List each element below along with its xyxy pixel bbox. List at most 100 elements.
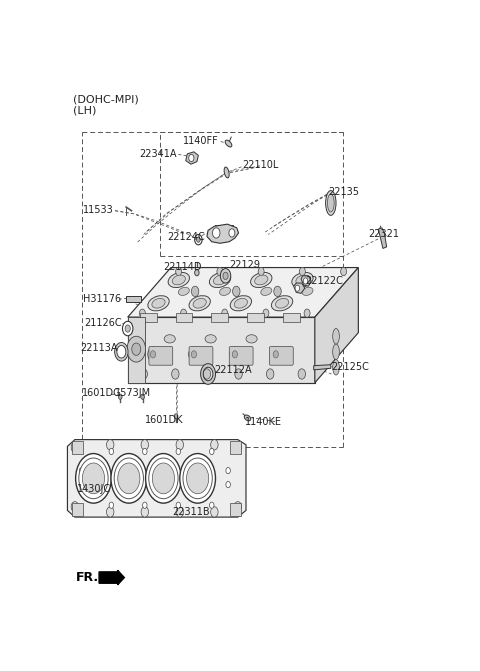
Circle shape [180,309,187,317]
Circle shape [263,309,269,317]
Circle shape [189,154,194,162]
Ellipse shape [261,287,272,295]
Circle shape [79,458,108,499]
Ellipse shape [224,167,229,178]
Circle shape [235,369,242,379]
Circle shape [176,507,183,517]
Circle shape [83,463,105,494]
Circle shape [222,309,228,317]
Text: 22124C: 22124C [167,231,205,242]
Polygon shape [128,317,315,382]
FancyBboxPatch shape [229,347,253,365]
Ellipse shape [164,335,175,343]
Polygon shape [230,441,241,454]
FancyBboxPatch shape [189,347,213,365]
Circle shape [220,268,231,283]
FancyArrow shape [99,570,124,585]
Text: 22135: 22135 [328,187,359,197]
Circle shape [341,267,347,276]
Ellipse shape [333,360,339,375]
Circle shape [143,448,147,454]
Ellipse shape [327,194,334,212]
Circle shape [232,351,238,358]
Text: (LH): (LH) [73,106,96,116]
Text: 11533: 11533 [83,205,114,215]
Circle shape [234,442,241,452]
Circle shape [71,502,79,512]
Circle shape [118,463,140,494]
Circle shape [196,237,200,242]
Polygon shape [294,283,305,293]
Polygon shape [314,365,331,370]
Circle shape [141,507,148,517]
FancyBboxPatch shape [140,313,156,322]
Circle shape [176,502,180,509]
Circle shape [132,343,141,356]
Text: H31176: H31176 [83,293,121,303]
Polygon shape [230,503,241,515]
Circle shape [140,369,147,379]
Ellipse shape [246,335,257,343]
Circle shape [141,394,144,399]
Ellipse shape [244,415,251,421]
Circle shape [187,463,209,494]
Circle shape [274,287,281,297]
Polygon shape [72,441,84,454]
Text: 1601DG: 1601DG [82,388,121,398]
Circle shape [127,336,145,362]
Ellipse shape [251,272,272,288]
Text: 1573JM: 1573JM [115,388,151,398]
Ellipse shape [333,344,339,360]
Text: 1140FF: 1140FF [183,136,218,146]
Ellipse shape [193,299,206,308]
Circle shape [79,468,84,474]
Circle shape [176,440,183,450]
Ellipse shape [333,329,339,344]
Text: 22321: 22321 [368,229,399,239]
Ellipse shape [302,287,313,295]
Ellipse shape [230,296,252,311]
Ellipse shape [219,287,230,295]
Polygon shape [128,268,359,317]
Text: (DOHC-MPI): (DOHC-MPI) [73,95,139,105]
Circle shape [195,234,202,245]
Text: 22125C: 22125C [331,362,369,372]
Circle shape [174,414,178,419]
Circle shape [271,347,281,362]
Text: 22110L: 22110L [242,160,279,170]
Ellipse shape [189,296,210,311]
Polygon shape [128,317,145,382]
Circle shape [111,454,147,503]
Circle shape [210,448,214,454]
Ellipse shape [325,191,336,215]
Circle shape [150,351,156,358]
Circle shape [145,454,181,503]
Circle shape [234,502,241,512]
Polygon shape [67,440,246,517]
Circle shape [109,502,114,509]
Circle shape [300,267,305,276]
Circle shape [114,458,144,499]
Text: 22113A: 22113A [81,343,118,353]
Ellipse shape [292,272,313,288]
Circle shape [107,440,114,450]
Text: 22122C: 22122C [305,276,343,286]
Text: 22341A: 22341A [139,149,176,159]
Circle shape [210,502,214,509]
Ellipse shape [209,272,231,288]
Text: 22114D: 22114D [163,262,202,272]
Polygon shape [186,152,198,164]
Text: 1140KE: 1140KE [245,417,282,427]
Circle shape [148,347,158,362]
FancyBboxPatch shape [247,313,264,322]
Circle shape [143,502,147,509]
FancyBboxPatch shape [269,347,293,365]
Circle shape [176,448,180,454]
Circle shape [217,267,223,276]
FancyBboxPatch shape [176,313,192,322]
Circle shape [229,347,240,362]
Polygon shape [207,224,239,244]
Polygon shape [315,268,359,382]
Circle shape [223,272,228,279]
Circle shape [273,351,278,358]
